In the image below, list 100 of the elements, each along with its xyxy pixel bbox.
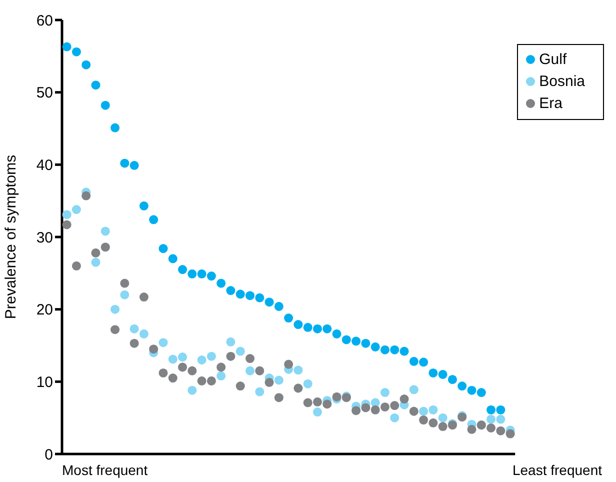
- point: [284, 360, 294, 369]
- point: [139, 201, 148, 210]
- y-tick-label: 20: [36, 302, 53, 319]
- point: [255, 387, 264, 396]
- point: [467, 386, 476, 395]
- point: [226, 337, 236, 346]
- point: [400, 394, 409, 404]
- point: [361, 403, 370, 412]
- point: [370, 342, 380, 352]
- point: [274, 302, 284, 311]
- y-tick-label: 50: [36, 84, 53, 102]
- point: [110, 123, 120, 132]
- point: [62, 210, 72, 220]
- point: [130, 338, 139, 348]
- point: [206, 352, 216, 361]
- text: Most frequent: [62, 462, 148, 478]
- point: [264, 378, 274, 387]
- legend-label: Era: [539, 95, 562, 112]
- point: [274, 376, 284, 385]
- point: [178, 265, 188, 274]
- point: [226, 286, 236, 296]
- point: [458, 382, 467, 391]
- point: [82, 60, 91, 70]
- point: [188, 366, 197, 376]
- point: [168, 374, 178, 383]
- point: [110, 304, 120, 314]
- text: Least frequent: [512, 462, 602, 478]
- point: [428, 368, 438, 378]
- point: [62, 220, 72, 230]
- point: [72, 261, 81, 270]
- point: [332, 329, 342, 338]
- point: [342, 335, 351, 344]
- point: [438, 370, 448, 379]
- point: [380, 388, 390, 398]
- point: [158, 338, 168, 348]
- point: [216, 371, 226, 380]
- y-tick-label: 40: [36, 156, 53, 174]
- point: [312, 397, 322, 406]
- point: [206, 272, 216, 281]
- point: [390, 413, 400, 422]
- point: [274, 393, 284, 402]
- point: [72, 205, 81, 214]
- point: [255, 366, 264, 376]
- point: [284, 314, 294, 323]
- point: [486, 423, 496, 432]
- legend-label: Bosnia: [539, 73, 585, 90]
- point: [178, 352, 188, 362]
- y-tick-label: 0: [44, 446, 53, 464]
- point: [236, 382, 245, 391]
- point: [100, 226, 110, 236]
- point: [294, 384, 303, 393]
- point: [216, 278, 226, 288]
- point: [419, 406, 428, 416]
- point: [130, 160, 139, 170]
- point: [400, 346, 409, 356]
- point: [139, 329, 148, 338]
- point: [149, 344, 158, 354]
- point: [188, 269, 197, 278]
- point: [158, 244, 168, 254]
- point: [303, 322, 312, 332]
- point: [130, 324, 139, 334]
- point: [149, 215, 158, 224]
- legend-label: Gulf: [539, 51, 567, 68]
- point: [120, 158, 130, 168]
- point: [352, 336, 361, 346]
- point: [390, 401, 400, 410]
- point: [245, 354, 255, 364]
- point: [264, 298, 274, 307]
- y-axis-title: Prevalence of symptoms: [2, 154, 20, 320]
- point: [352, 406, 361, 416]
- point: [312, 324, 322, 334]
- point: [72, 47, 81, 56]
- point: [168, 354, 178, 364]
- point: [506, 429, 515, 438]
- point: [158, 368, 168, 378]
- point: [419, 358, 428, 367]
- point: [294, 366, 303, 375]
- point: [486, 414, 496, 424]
- point: [428, 405, 438, 414]
- point: [380, 402, 390, 412]
- point: [139, 292, 148, 302]
- point: [206, 376, 216, 386]
- point: [178, 362, 188, 372]
- point: [91, 80, 100, 90]
- point: [467, 424, 476, 434]
- point: [409, 406, 418, 416]
- point: [370, 405, 380, 414]
- point: [120, 278, 130, 288]
- point: [91, 258, 100, 267]
- point: [361, 338, 370, 348]
- point: [120, 290, 130, 300]
- point: [419, 416, 428, 425]
- point: [168, 254, 178, 264]
- point: [255, 293, 264, 302]
- point: [438, 422, 448, 432]
- point: [409, 356, 418, 366]
- point: [390, 345, 400, 354]
- point: [236, 290, 245, 299]
- point: [197, 269, 206, 278]
- point: [496, 414, 506, 424]
